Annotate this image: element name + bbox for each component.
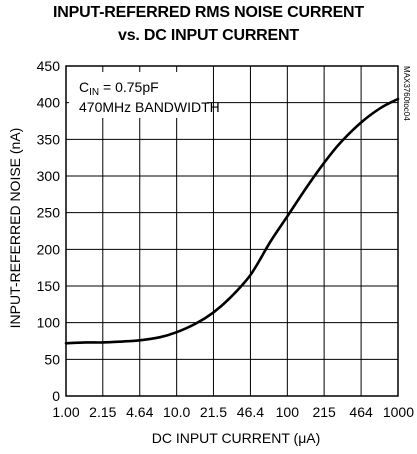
annotation-cin-sub: IN <box>89 87 99 98</box>
x-tick-label: 100 <box>276 404 300 420</box>
x-tick-label: 464 <box>349 404 373 420</box>
y-tick-label: 300 <box>37 168 61 184</box>
x-tick-label: 1.00 <box>52 404 79 420</box>
x-tick-label: 21.5 <box>200 404 227 420</box>
x-axis-label-close: ) <box>316 430 321 446</box>
x-tick-label: 46.4 <box>237 404 264 420</box>
chart-title-line1: INPUT-REFERRED RMS NOISE CURRENT <box>53 4 364 21</box>
plot-frame <box>65 65 399 397</box>
y-axis-label: INPUT-REFERRED NOISE (nA) <box>7 128 23 329</box>
y-tick-label: 350 <box>37 131 61 147</box>
y-tick-labels: 0 50 100 150 200 250 300 350 400 450 <box>37 58 61 404</box>
annotation-bandwidth: 470MHz BANDWIDTH <box>79 99 220 115</box>
y-tick-label: 450 <box>37 58 61 74</box>
y-tick-label: 150 <box>37 278 61 294</box>
noise-curve <box>64 97 400 345</box>
annotation-box <box>69 72 207 118</box>
part-code: MAX3760toc04 <box>402 66 411 121</box>
chart-title-line2: vs. DC INPUT CURRENT <box>118 27 299 44</box>
y-tick-label: 100 <box>37 315 61 331</box>
y-tick-label: 0 <box>52 388 60 404</box>
y-tick-label: 250 <box>37 205 61 221</box>
x-tick-label: 10.0 <box>163 404 190 420</box>
x-axis-label-unit: μA <box>298 430 316 446</box>
annotation-cin-prefix: C <box>79 79 89 95</box>
annotation-cin: CIN = 0.75pF <box>79 79 159 98</box>
x-tick-label: 4.64 <box>126 404 153 420</box>
annotation-cin-rest: = 0.75pF <box>99 79 159 95</box>
y-tick-label: 50 <box>44 351 60 367</box>
x-tick-label: 215 <box>312 404 336 420</box>
y-tick-label: 400 <box>37 95 61 111</box>
x-tick-label: 1000 <box>383 404 414 420</box>
x-axis-label: DC INPUT CURRENT (μA) <box>152 430 321 446</box>
x-tick-labels: 1.00 2.15 4.64 10.0 21.5 46.4 100 215 464 1000 <box>52 404 414 420</box>
x-axis-label-text: DC INPUT CURRENT ( <box>152 430 299 446</box>
x-tick-label: 2.15 <box>89 404 116 420</box>
y-tick-label: 200 <box>37 241 61 257</box>
